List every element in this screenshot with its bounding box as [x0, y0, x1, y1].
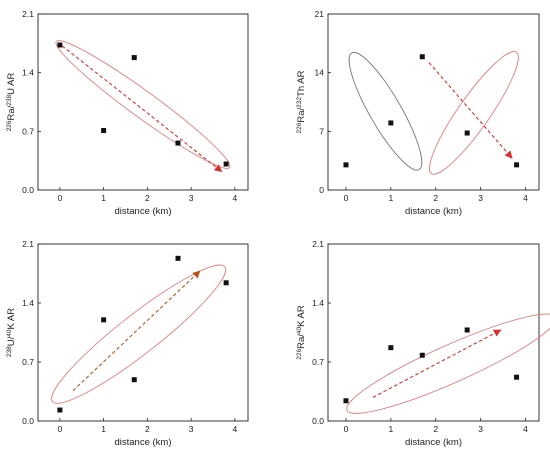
y-tick-label: 14: [315, 68, 325, 78]
y-tick-label: 1.4: [22, 298, 34, 308]
y-tick-label: 0.7: [22, 126, 34, 136]
data-point: [419, 352, 425, 358]
panel-ra226-u238: 0 1 2 3 4 0.0 0.7 1.4 2.1 distance (km) 226Ra/238U…: [6, 9, 249, 217]
data-point: [101, 127, 107, 133]
x-axis-label: distance (km): [405, 437, 462, 448]
x-tick-label: 2: [433, 424, 438, 434]
y-tick-label: 0.7: [312, 357, 324, 367]
data-point: [175, 255, 181, 261]
y-tick-label: 0.0: [22, 416, 34, 426]
plot-frame: [37, 243, 249, 422]
y-tick-label: 2.1: [312, 239, 324, 249]
x-axis-label: distance (km): [114, 437, 171, 448]
group-ellipse: [346, 313, 550, 414]
y-axis-label: 238U/40K AR: [6, 308, 18, 357]
x-tick-label: 3: [478, 424, 483, 434]
group-ellipse: [55, 40, 231, 169]
x-tick-label: 0: [58, 193, 63, 203]
y-tick-label: 7: [319, 126, 324, 136]
x-tick-label: 1: [388, 424, 393, 434]
trend-arrow: [61, 45, 223, 173]
x-tick-label: 2: [145, 193, 150, 203]
x-tick-label: 0: [344, 193, 349, 203]
panel-ra226-th232: 0 1 2 3 4 0 7 14 21 distance (km) 226Ra/232Th AR: [296, 9, 540, 217]
data-point: [57, 42, 63, 48]
x-tick-label: 4: [233, 424, 238, 434]
data-point: [514, 162, 520, 168]
y-tick-label: 0.0: [22, 185, 34, 195]
y-tick-label: 0.0: [312, 416, 324, 426]
y-tick-label: 1.4: [312, 298, 324, 308]
x-tick-label: 2: [145, 424, 150, 434]
data-point: [223, 161, 229, 167]
panel-u238-k40: 0 1 2 3 4 0.0 0.7 1.4 2.1 distance (km) 238U/40K A…: [6, 239, 249, 448]
data-point: [131, 55, 137, 61]
x-tick-label: 0: [344, 424, 349, 434]
data-point: [175, 140, 181, 146]
y-tick-label: 2.1: [22, 239, 34, 249]
group-ellipse: [51, 264, 227, 404]
x-tick-label: 3: [189, 193, 194, 203]
x-tick-label: 4: [233, 193, 238, 203]
panel-ra226-k40: 0 1 2 3 4 0.0 0.7 1.4 2.1 distance (km) 226Ra/40K …: [296, 239, 550, 448]
y-axis-label: 226Ra/40K AR: [296, 305, 308, 360]
x-tick-label: 3: [478, 193, 483, 203]
x-axis-label: distance (km): [114, 206, 171, 217]
x-tick-label: 1: [388, 193, 393, 203]
y-tick-label: 1.4: [22, 68, 34, 78]
y-axis-label: 226Ra/232Th AR: [296, 70, 308, 133]
data-point: [419, 54, 425, 60]
plot-frame: [327, 243, 540, 422]
x-tick-label: 0: [58, 424, 63, 434]
x-tick-label: 4: [523, 193, 528, 203]
y-tick-label: 0.7: [22, 357, 34, 367]
trend-arrow: [428, 62, 513, 159]
data-point: [223, 280, 229, 286]
data-point: [388, 345, 394, 351]
y-axis-label: 226Ra/238U AR: [6, 73, 18, 132]
data-point: [131, 377, 137, 383]
x-axis-label: distance (km): [405, 206, 462, 217]
x-tick-label: 1: [101, 424, 106, 434]
y-tick-label: 21: [315, 9, 325, 19]
data-point: [343, 162, 349, 168]
data-point: [101, 317, 107, 323]
x-tick-label: 4: [523, 424, 528, 434]
trend-arrow: [372, 329, 502, 398]
group-ellipse: [348, 51, 423, 171]
x-tick-label: 1: [101, 193, 106, 203]
x-tick-label: 2: [433, 193, 438, 203]
x-tick-label: 3: [189, 424, 194, 434]
y-tick-label: 2.1: [22, 9, 34, 19]
data-point: [388, 120, 394, 126]
group-ellipse: [429, 51, 519, 175]
trend-arrow: [72, 270, 201, 392]
data-point: [514, 374, 520, 380]
data-point: [57, 407, 63, 413]
data-point: [464, 327, 470, 333]
y-tick-label: 0: [319, 185, 324, 195]
data-point: [343, 398, 349, 404]
plot-frame: [327, 13, 540, 191]
data-point: [464, 130, 470, 136]
plot-frame: [37, 13, 249, 191]
